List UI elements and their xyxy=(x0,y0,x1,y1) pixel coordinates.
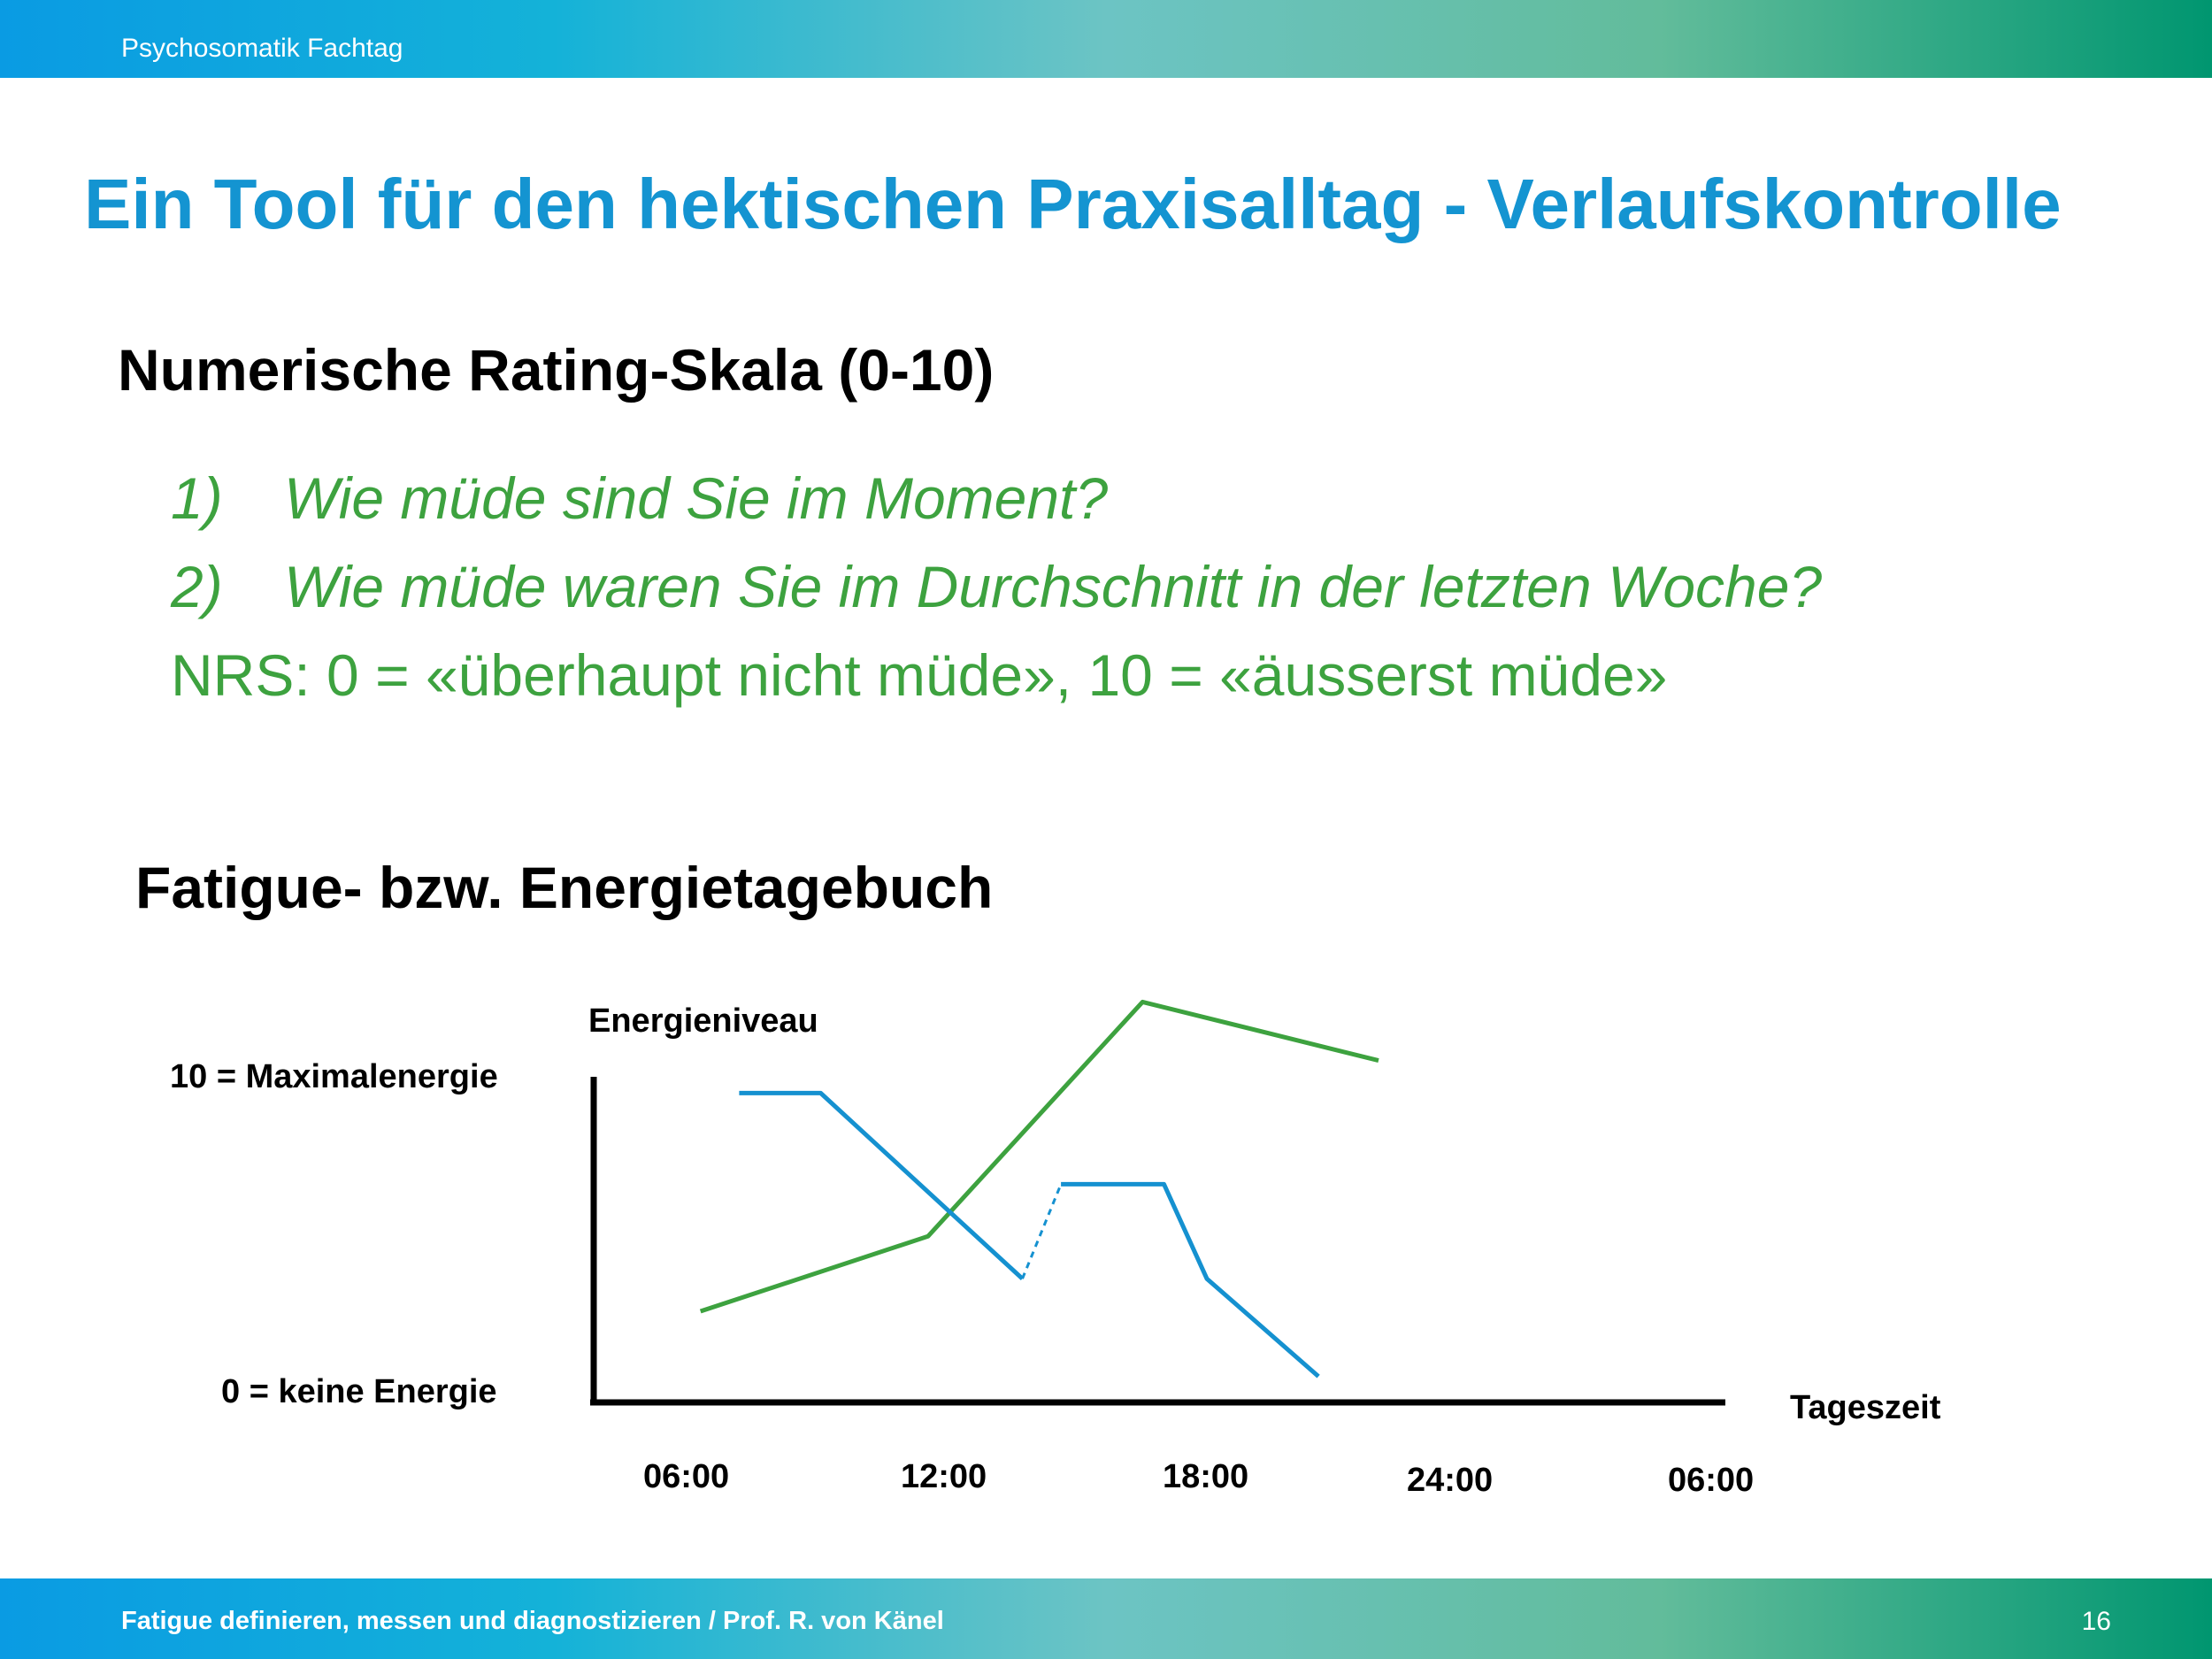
question-2-number: 2) xyxy=(171,554,223,619)
x-tick-label: 24:00 xyxy=(1407,1462,1494,1499)
footer-bar xyxy=(0,1578,2212,1659)
series-line-3 xyxy=(1061,1181,1320,1379)
series-line-2 xyxy=(739,1090,1025,1281)
series-line-1 xyxy=(699,999,1379,1314)
y-max-label: 10 = Maximalenergie xyxy=(170,1058,498,1095)
question-1-number: 1) xyxy=(171,465,223,531)
question-2-text: Wie müde waren Sie im Durchschnitt in de… xyxy=(284,554,1823,619)
header-label: Psychosomatik Fachtag xyxy=(121,34,403,63)
footer-text: Fatigue definieren, messen und diagnosti… xyxy=(121,1607,944,1635)
x-tick-label: 06:00 xyxy=(1668,1462,1755,1499)
x-axis-title: Tageszeit xyxy=(1790,1389,1941,1426)
x-tick-label: 12:00 xyxy=(901,1458,987,1495)
header-bar xyxy=(0,0,2212,78)
diary-heading: Fatigue- bzw. Energietagebuch xyxy=(135,855,994,920)
y-min-label: 0 = keine Energie xyxy=(221,1373,497,1410)
page-number: 16 xyxy=(2081,1607,2111,1636)
nrs-scale-definition: NRS: 0 = «überhaupt nicht müde», 10 = «ä… xyxy=(171,642,1668,708)
question-1-text: Wie müde sind Sie im Moment? xyxy=(284,465,1109,531)
nrs-heading: Numerische Rating-Skala (0-10) xyxy=(118,337,995,403)
x-tick-label: 18:00 xyxy=(1163,1458,1249,1495)
y-axis-title: Energieniveau xyxy=(588,1002,818,1040)
x-tick-label: 06:00 xyxy=(643,1458,730,1495)
slide-title: Ein Tool für den hektischen Praxisalltag… xyxy=(84,165,2062,243)
series-dashed-connector-2 xyxy=(1021,1183,1063,1279)
